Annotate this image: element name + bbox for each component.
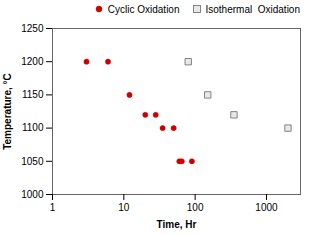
svg-text:Time, Hr: Time, Hr (157, 219, 197, 230)
svg-text:1: 1 (50, 202, 56, 213)
svg-text:100: 100 (187, 202, 204, 213)
svg-text:1050: 1050 (21, 156, 44, 167)
svg-text:1200: 1200 (21, 56, 44, 67)
svg-text:1000: 1000 (21, 189, 44, 200)
svg-text:1000: 1000 (255, 202, 278, 213)
svg-text:1250: 1250 (21, 23, 44, 34)
svg-text:1100: 1100 (22, 122, 44, 133)
svg-text:1150: 1150 (22, 89, 44, 100)
html-text:Isothermal Oxidation: Isothermal Oxidation (205, 3, 300, 15)
html-text:Cyclic Oxidation: Cyclic Oxidation (107, 3, 180, 15)
svg-text:10: 10 (118, 202, 130, 213)
svg-text:Temperature, °C: Temperature, °C (2, 73, 13, 150)
